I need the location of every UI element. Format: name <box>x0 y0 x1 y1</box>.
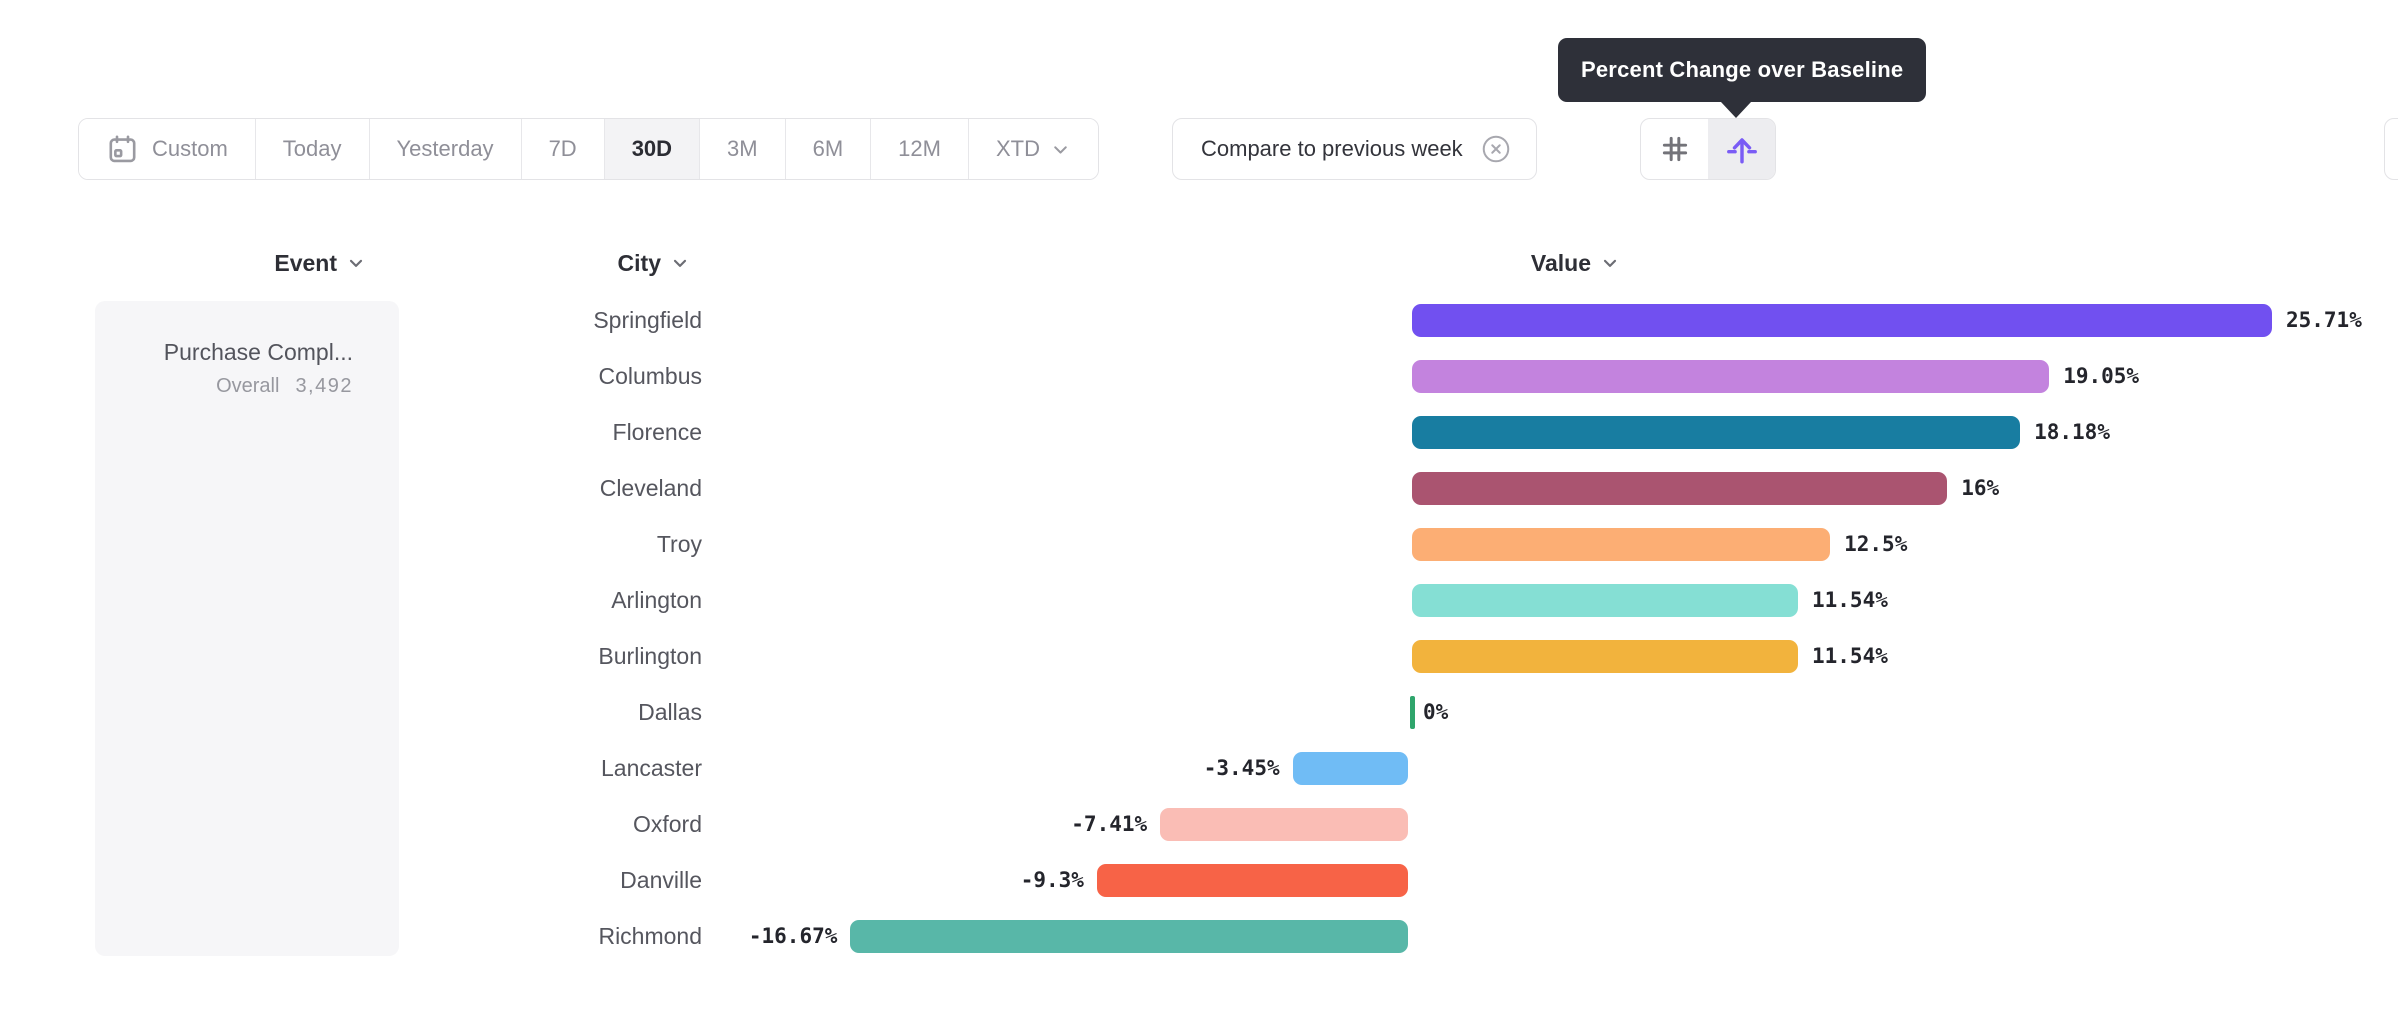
value-label: 0% <box>1423 700 1449 724</box>
value-bar[interactable] <box>1412 304 2272 337</box>
city-label: Danville <box>620 867 702 893</box>
chart-row: Dallas 0% <box>0 684 2398 740</box>
value-label: 11.54% <box>1812 588 1888 612</box>
value-bar[interactable] <box>1412 584 1798 617</box>
value-bar[interactable] <box>1412 472 1948 505</box>
value-bar[interactable] <box>1292 752 1408 785</box>
value-bar[interactable] <box>1412 416 2021 449</box>
chart-row: Florence 18.18% <box>0 404 2398 460</box>
value-label: -16.67% <box>748 924 838 948</box>
chart-row: Danville -9.3% <box>0 852 2398 908</box>
baseline-tooltip: Percent Change over Baseline <box>1558 38 1927 118</box>
date-range-label: 7D <box>548 136 577 161</box>
value-label: 11.54% <box>1812 644 1888 668</box>
view-toggle-group <box>1640 118 1776 180</box>
chevron-down-icon <box>670 253 690 273</box>
date-range-label: 3M <box>727 136 758 161</box>
event-overall-value: 3,492 <box>295 375 353 397</box>
chart-row: Troy 12.5% <box>0 516 2398 572</box>
value-label: -9.3% <box>1020 868 1084 892</box>
chart-row: Burlington 11.54% <box>0 628 2398 684</box>
value-label: -3.45% <box>1203 756 1280 780</box>
chart-row: Oxford -7.41% <box>0 796 2398 852</box>
chevron-down-icon <box>1600 253 1620 273</box>
chart-row: Lancaster -3.45% <box>0 740 2398 796</box>
value-label: 25.71% <box>2285 308 2362 332</box>
bar-chart: Springfield 25.71% Columbus 19.05% Florence 1… <box>0 292 2398 968</box>
view-toggle-percent-change[interactable] <box>1708 119 1775 179</box>
city-label: Cleveland <box>599 475 702 501</box>
hash-grid-icon <box>1658 132 1692 166</box>
date-range-label: 6M <box>812 136 844 161</box>
city-label: Burlington <box>598 643 702 669</box>
city-label: Springfield <box>593 307 702 333</box>
tooltip-text: Percent Change over Baseline <box>1581 57 1904 82</box>
date-range-label: Yesterday <box>396 136 494 161</box>
city-label: Lancaster <box>600 755 702 781</box>
calendar-icon <box>106 133 139 166</box>
city-label: Dallas <box>638 699 702 725</box>
date-range-xtd[interactable]: XTD <box>968 119 1098 179</box>
date-range-toolbar: Custom Today Yesterday 7D 30D 3M 6M 12M XTD <box>78 118 1099 180</box>
date-range-7d[interactable]: 7D <box>521 119 605 179</box>
value-bar[interactable] <box>1096 864 1408 897</box>
column-header-city-label: City <box>617 249 661 276</box>
chart-row: Springfield 25.71% <box>0 292 2398 348</box>
value-label: 18.18% <box>2034 420 2110 444</box>
date-range-today[interactable]: Today <box>255 119 370 179</box>
column-header-event-label: Event <box>274 249 337 276</box>
city-label: Oxford <box>632 811 702 837</box>
column-header-value[interactable]: Value <box>1531 248 1620 278</box>
value-bar[interactable] <box>1160 808 1408 841</box>
date-range-label: Today <box>282 136 342 161</box>
value-bar[interactable] <box>1412 528 1831 561</box>
view-toggle-table[interactable] <box>1641 119 1708 179</box>
compare-chip[interactable]: Compare to previous week <box>1172 118 1537 180</box>
date-range-3m[interactable]: 3M <box>700 119 786 179</box>
date-range-custom[interactable]: Custom <box>79 119 256 179</box>
percent-change-baseline-icon <box>1724 131 1760 167</box>
event-card-title: Purchase Compl... <box>163 339 353 365</box>
event-card-subtitle: Overall 3,492 <box>164 375 353 398</box>
compare-chip-label: Compare to previous week <box>1201 136 1463 161</box>
value-label: -7.41% <box>1071 812 1148 836</box>
city-label: Columbus <box>598 363 702 389</box>
date-range-label: Custom <box>152 136 228 161</box>
chart-row: Cleveland 16% <box>0 460 2398 516</box>
city-label: Florence <box>612 419 702 445</box>
city-label: Troy <box>656 531 702 557</box>
chart-row: Columbus 19.05% <box>0 348 2398 404</box>
value-bar[interactable] <box>1412 360 2050 393</box>
date-range-yesterday[interactable]: Yesterday <box>369 119 522 179</box>
value-label: 12.5% <box>1844 532 1908 556</box>
value-bar[interactable] <box>1410 696 1415 729</box>
column-header-value-label: Value <box>1530 249 1591 276</box>
cropped-button-edge[interactable] <box>2384 118 2398 180</box>
event-overall-label: Overall <box>216 375 280 397</box>
value-bar[interactable] <box>1412 640 1798 673</box>
value-label: 16% <box>1961 476 2000 500</box>
value-label: 19.05% <box>2063 364 2140 388</box>
column-header-event[interactable]: Event <box>274 248 366 278</box>
chevron-down-icon <box>1050 139 1071 160</box>
value-bar[interactable] <box>850 920 1408 953</box>
chart-row: Arlington 11.54% <box>0 572 2398 628</box>
column-header-city[interactable]: City <box>618 248 690 278</box>
chart-row: Richmond -16.67% <box>0 908 2398 964</box>
city-label: Arlington <box>611 587 702 613</box>
date-range-label: 30D <box>631 136 673 161</box>
event-card[interactable]: Purchase Compl... Overall 3,492 <box>95 301 399 956</box>
date-range-6m[interactable]: 6M <box>785 119 872 179</box>
date-range-label: 12M <box>898 136 941 161</box>
city-label: Richmond <box>598 923 702 949</box>
date-range-30d[interactable]: 30D <box>604 119 701 179</box>
circle-x-icon[interactable] <box>1480 133 1512 165</box>
date-range-12m[interactable]: 12M <box>871 119 969 179</box>
chevron-down-icon <box>346 253 366 273</box>
date-range-label: XTD <box>995 136 1040 161</box>
